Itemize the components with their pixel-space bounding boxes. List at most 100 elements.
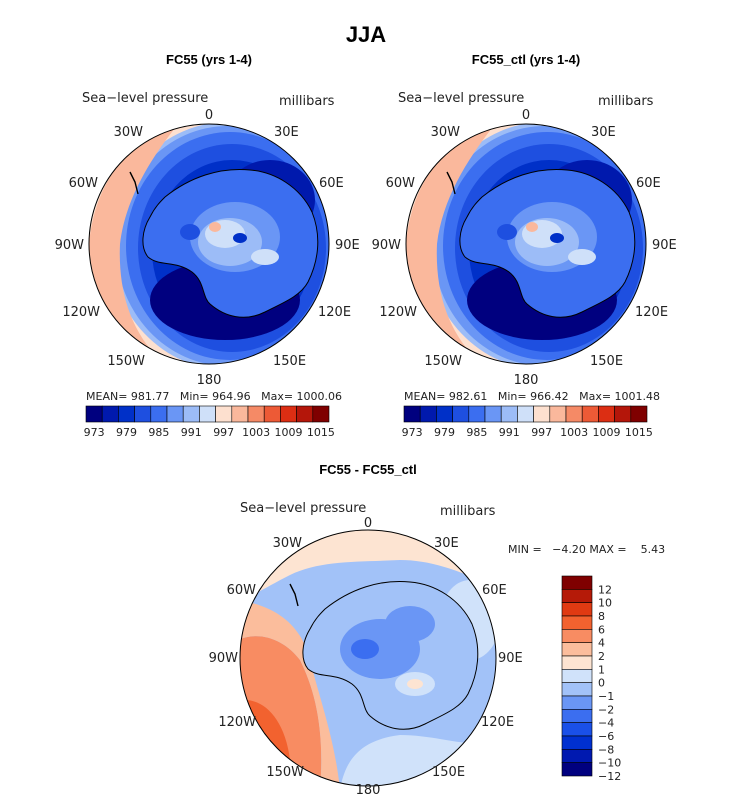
colorbar-tick-label: 8 [598,610,605,623]
lon-label-180: 180 [197,373,222,388]
units-label: millibars [279,94,335,109]
colorbar-swatch [598,405,615,423]
colorbar-swatch [134,405,152,423]
lon-label-0: 0 [205,108,213,123]
colorbar-swatch [296,405,314,423]
units-label: millibars [598,94,654,109]
colorbar-tick-label: 2 [598,650,605,663]
lon-label-0: 0 [522,108,530,123]
colorbar-swatch [452,405,470,423]
colorbar-tick-label: 979 [116,426,137,439]
lon-label-60w: 60W [227,583,257,598]
colorbar-tick-label: −12 [598,770,621,783]
colorbar-swatch [561,655,593,670]
lon-label-60w: 60W [386,176,416,191]
colorbar-tick-label: 973 [402,426,423,439]
colorbar-swatch [436,405,453,423]
lon-label-120w: 120W [218,715,256,730]
lon-label-30e: 30E [274,125,299,140]
colorbar-swatch [561,589,593,603]
stats-text: MEAN= 981.77 Min= 964.96 Max= 1000.06 [86,390,342,403]
lon-label-30e: 30E [434,536,459,551]
antarctica-coastline [446,168,636,318]
colorbar-swatch [561,575,593,590]
colorbar-swatch [517,405,534,423]
colorbar-swatch [549,405,567,423]
colorbar-tick-label: 12 [598,583,612,596]
panel-fc55-ctl: FC55_ctl (yrs 1-4) Sea−level pressure mi… [372,52,677,439]
colorbar-ticks: 973 979 985 991 997 1003 1009 1015 [84,426,335,439]
lon-label-0: 0 [364,516,372,531]
lon-label-120w: 120W [379,305,417,320]
colorbar-tick-label: 997 [213,426,234,439]
colorbar-swatch [561,669,593,683]
colorbar-swatch [247,405,265,423]
field-label: Sea−level pressure [240,501,366,516]
colorbar [561,575,593,777]
colorbar-swatch [533,405,551,423]
colorbar-tick-label: 997 [531,426,552,439]
colorbar-swatch [500,405,518,423]
colorbar-tick-label: 1009 [275,426,303,439]
lon-label-30w: 30W [431,125,461,140]
colorbar-swatch [403,405,421,423]
colorbar-swatch [561,762,593,777]
colorbar-tick-label: 985 [466,426,487,439]
colorbar-tick-label: 6 [598,623,605,636]
colorbar-swatch [581,405,599,423]
colorbar-tick-label: −6 [598,730,614,743]
colorbar-swatch [561,735,593,750]
colorbar-swatch [312,405,330,423]
stats-text: MEAN= 982.61 Min= 966.42 Max= 1001.48 [404,390,660,403]
field-label: Sea−level pressure [398,91,524,106]
colorbar-tick-label: 1015 [307,426,335,439]
panel-title: FC55_ctl (yrs 1-4) [472,52,580,67]
colorbar-ticks: 973 979 985 991 997 1003 1009 1015 [402,426,653,439]
lon-label-90e: 90E [498,651,523,666]
colorbar-tick-label: 10 [598,597,612,610]
colorbar-swatch [561,615,593,630]
colorbar-swatch [280,405,297,423]
colorbar-swatch [263,405,281,423]
colorbar-tick-label: 985 [148,426,169,439]
colorbar-swatch [561,749,593,763]
colorbar-swatch [215,405,233,423]
panel-fc55: FC55 (yrs 1-4) Sea−level pressure millib… [55,52,360,439]
lon-label-120e: 120E [635,305,668,320]
lon-label-90w: 90W [55,238,85,253]
colorbar-swatch [561,722,593,737]
lon-label-180: 180 [356,783,381,798]
polar-map [406,124,646,364]
colorbar-tick-label: −10 [598,757,621,770]
colorbar-swatch [561,709,593,723]
lon-label-60w: 60W [69,176,99,191]
colorbar-swatch [85,405,103,423]
map-border [405,123,647,365]
colorbar-swatch [561,695,593,710]
colorbar-swatch [561,642,593,657]
lon-label-30w: 30W [273,536,303,551]
antarctica-coastline [289,580,479,730]
colorbar-tick-label: −8 [598,743,614,756]
lon-label-150e: 150E [273,354,306,369]
antarctica-field [302,581,478,730]
antarctica-field [459,169,635,318]
map-border [88,123,330,365]
colorbar-tick-label: 979 [434,426,455,439]
colorbar-swatch [561,682,593,697]
colorbar-tick-label: −2 [598,703,614,716]
lon-label-150e: 150E [590,354,623,369]
lon-label-150w: 150W [266,765,304,780]
polar-map [89,124,329,364]
colorbar-swatch [118,405,135,423]
panel-title: FC55 (yrs 1-4) [166,52,252,67]
colorbar-tick-label: 991 [181,426,202,439]
colorbar-swatch [468,405,486,423]
colorbar-tick-label: −1 [598,690,614,703]
colorbar [403,405,648,423]
lon-label-90w: 90W [209,651,239,666]
lon-label-120w: 120W [62,305,100,320]
lon-label-120e: 120E [318,305,351,320]
lon-label-180: 180 [514,373,539,388]
